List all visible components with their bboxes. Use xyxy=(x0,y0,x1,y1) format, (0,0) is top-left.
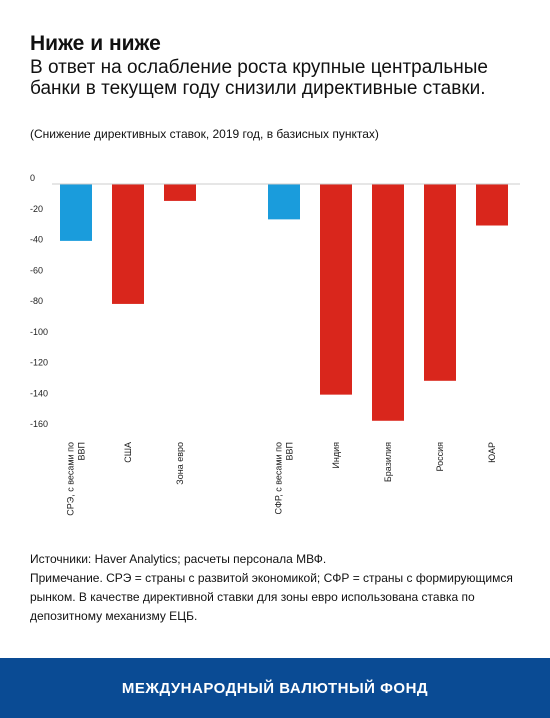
x-tick-label-line: Бразилия xyxy=(383,442,393,482)
bar xyxy=(424,184,456,381)
category-labels: СРЭ, с весами по ВВП США Зона евро СФР, с ве… xyxy=(66,442,498,516)
bar xyxy=(476,184,508,226)
page-title: Ниже и ниже xyxy=(30,32,161,55)
x-tick-label-line: Россия xyxy=(435,442,445,472)
y-tick-label: -160 xyxy=(30,419,48,429)
sources-text: Источники: Haver Analytics; расчеты перс… xyxy=(30,552,327,566)
bar xyxy=(268,184,300,220)
bar xyxy=(372,184,404,421)
bar xyxy=(164,184,196,201)
y-tick-label: -60 xyxy=(30,265,43,275)
x-tick-label-line: Индия xyxy=(331,442,341,469)
y-tick-label: 0 xyxy=(30,173,35,183)
footer-notes: Источники: Haver Analytics; расчеты перс… xyxy=(30,550,530,626)
banner-label: МЕЖДУНАРОДНЫЙ ВАЛЮТНЫЙ ФОНД xyxy=(121,679,429,697)
x-tick-label: Россия xyxy=(435,442,445,472)
x-tick-label-line: Зона евро xyxy=(175,442,185,485)
remark-text: Примечание. СРЭ = страны с развитой экон… xyxy=(30,571,513,623)
imf-banner: МЕЖДУНАРОДНЫЙ ВАЛЮТНЫЙ ФОНД xyxy=(0,658,550,718)
bar xyxy=(112,184,144,304)
x-tick-label-line: СФР, с весами по xyxy=(274,442,284,514)
y-tick-label: -40 xyxy=(30,235,43,245)
x-tick-label: Бразилия xyxy=(383,442,393,482)
x-tick-label: США xyxy=(123,442,133,463)
bars-group xyxy=(60,184,508,421)
x-tick-label: СФР, с весами по ВВП xyxy=(274,442,295,514)
x-tick-label: ЮАР xyxy=(487,442,497,463)
y-axis: 0 -20 -40 -60 -80 -100 -120 -140 -160 xyxy=(30,173,48,429)
y-tick-label: -140 xyxy=(30,388,48,398)
x-tick-label: СРЭ, с весами по ВВП xyxy=(66,442,87,516)
chart-note: (Снижение директивных ставок, 2019 год, … xyxy=(30,127,379,141)
bar xyxy=(320,184,352,395)
bar-chart: 0 -20 -40 -60 -80 -100 -120 -140 -160 СРЭ, с вес… xyxy=(30,173,520,516)
x-tick-label-line: ВВП xyxy=(77,442,87,460)
page-subtitle: В ответ на ослабление роста крупные цент… xyxy=(30,57,488,99)
bar xyxy=(60,184,92,241)
x-tick-label: Индия xyxy=(331,442,341,469)
y-tick-label: -20 xyxy=(30,204,43,214)
y-tick-label: -120 xyxy=(30,358,48,368)
x-tick-label-line: СРЭ, с весами по xyxy=(66,442,76,516)
x-tick-label: Зона евро xyxy=(175,442,185,485)
y-tick-label: -100 xyxy=(30,327,48,337)
x-tick-label-line: ВВП xyxy=(285,442,295,460)
y-tick-label: -80 xyxy=(30,296,43,306)
x-tick-label-line: ЮАР xyxy=(487,442,497,463)
x-tick-label-line: США xyxy=(123,442,133,463)
